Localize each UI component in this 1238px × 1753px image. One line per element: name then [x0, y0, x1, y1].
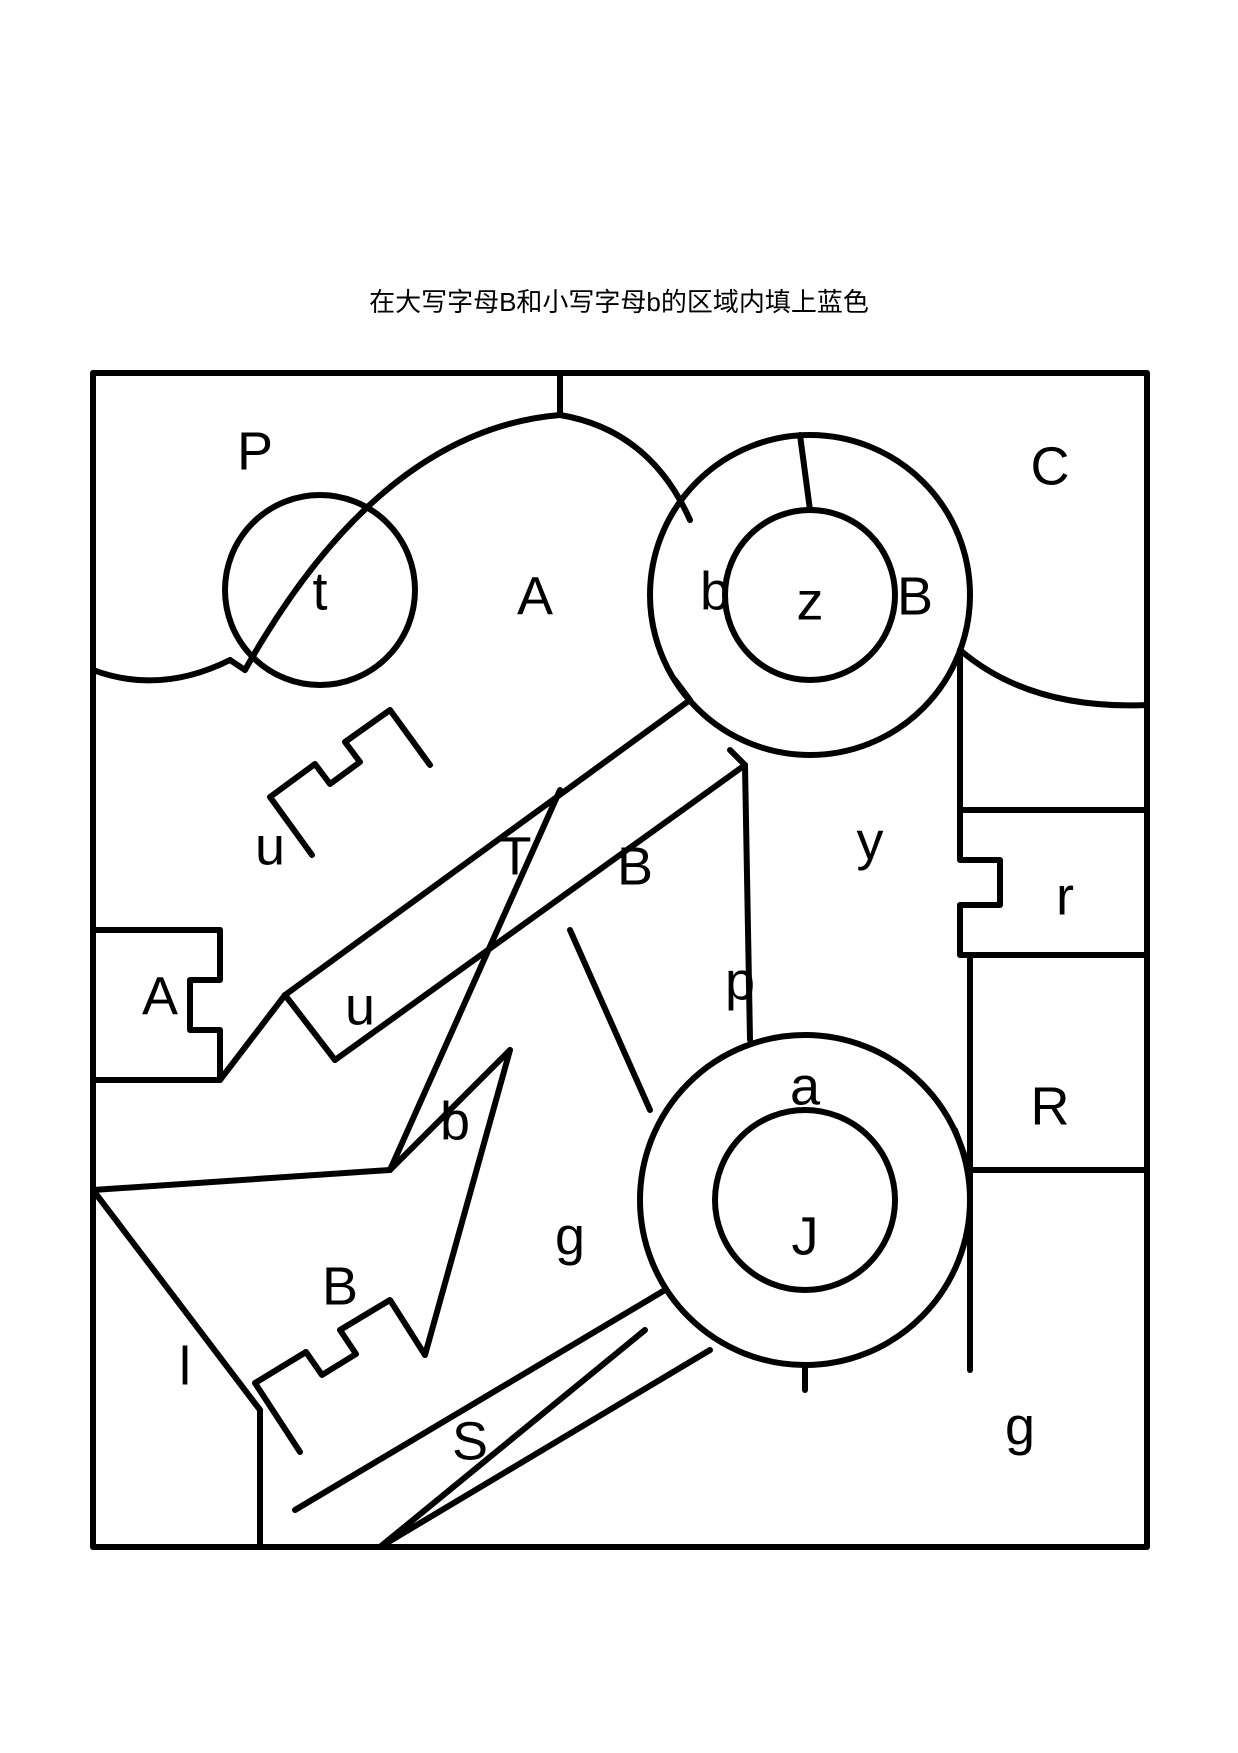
region-label-z: z [797, 571, 824, 631]
worksheet-page: 在大写字母B和小写字母b的区域内填上蓝色 Pt Ab z B Cu T By r Au p b a Rg… [0, 0, 1238, 1753]
region-label-b1: b [700, 561, 730, 621]
region-label-S: S [452, 1411, 488, 1471]
region-label-u1: u [255, 816, 285, 876]
region-label-p: p [725, 951, 755, 1011]
coloring-frame: Pt Ab z B Cu T By r Au p b a Rg J Bl Sg [90, 370, 1150, 1550]
region-label-g2: g [1005, 1396, 1035, 1456]
region-label-r: r [1056, 866, 1074, 926]
region-label-g1: g [555, 1206, 585, 1266]
region-label-y: y [857, 811, 884, 871]
region-label-T: T [499, 826, 532, 886]
region-label-C: C [1031, 436, 1070, 496]
region-label-R: R [1031, 1076, 1070, 1136]
region-label-B3: B [322, 1256, 358, 1316]
region-label-P: P [237, 421, 273, 481]
instruction-text: 在大写字母B和小写字母b的区域内填上蓝色 [0, 282, 1238, 319]
region-label-l: l [179, 1336, 191, 1396]
region-label-a: a [790, 1056, 821, 1116]
region-label-J: J [792, 1206, 819, 1266]
region-label-u2: u [345, 976, 375, 1036]
region-label-A2: A [142, 966, 178, 1026]
region-label-B1: B [897, 566, 933, 626]
region-label-B2: B [617, 836, 653, 896]
region-label-A1: A [517, 566, 553, 626]
coloring-svg: Pt Ab z B Cu T By r Au p b a Rg J Bl Sg [90, 370, 1150, 1550]
region-label-t: t [312, 561, 327, 621]
region-label-b2: b [440, 1091, 470, 1151]
